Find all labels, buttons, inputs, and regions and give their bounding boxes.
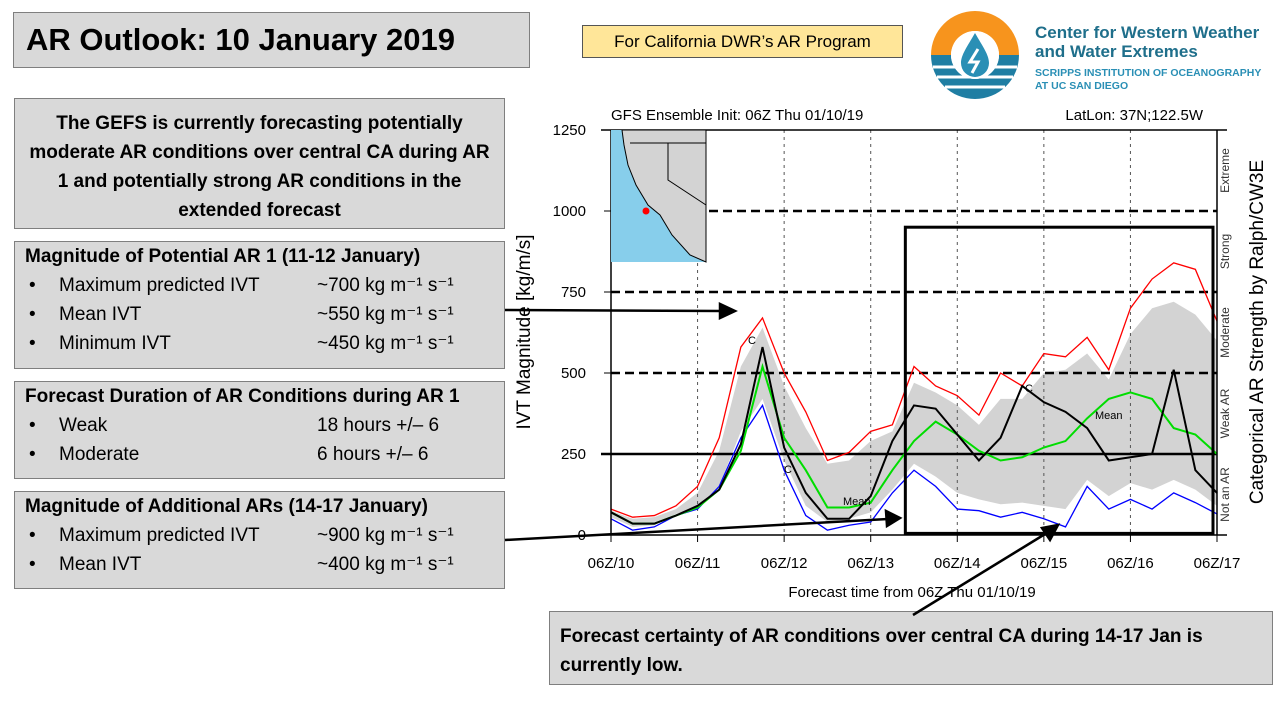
program-tag: For California DWR’s AR Program: [582, 25, 903, 58]
ar1-magnitude-section: Magnitude of Potential AR 1 (11-12 Janua…: [14, 241, 505, 369]
location-inset-map: [611, 129, 707, 263]
x-tick-label: 06Z/12: [761, 555, 808, 572]
y-tick-label: 750: [561, 284, 586, 301]
arrow-to-extended-box: [504, 517, 889, 542]
x-tick-label: 06Z/16: [1107, 555, 1154, 572]
series-control: [610, 346, 1218, 525]
category-label: Weak AR: [1218, 388, 1232, 438]
right-axis-label: Categorical AR Strength by Ralph/CW3E: [1247, 160, 1268, 504]
extended-forecast-box: [903, 225, 1215, 535]
logo-line3: SCRIPPS INSTITUTION OF OCEANOGRAPHY: [1035, 67, 1262, 79]
y-tick-label: 250: [561, 446, 586, 463]
x-tick-label: 06Z/15: [1021, 555, 1068, 572]
x-axis-label: Forecast time from 06Z Thu 01/10/19: [788, 584, 1035, 601]
list-item: • Maximum predicted IVT ~700 kg m⁻¹ s⁻¹: [29, 274, 454, 297]
list-item: • Mean IVT ~550 kg m⁻¹ s⁻¹: [29, 303, 454, 326]
y-tick-label: 500: [561, 365, 586, 382]
logo-emblem-icon: [931, 11, 1019, 99]
mean-label: Mean: [1095, 410, 1123, 422]
list-item: • Mean IVT ~400 kg m⁻¹ s⁻¹: [29, 553, 454, 576]
series-maximum: [610, 262, 1218, 518]
y-tick-label: 0: [578, 527, 586, 544]
logo-line1: Center for Western Weather: [1035, 23, 1260, 42]
section-heading: Magnitude of Potential AR 1 (11-12 Janua…: [25, 246, 421, 267]
y-tick-label: 1000: [553, 203, 586, 220]
category-label: Moderate: [1218, 307, 1232, 358]
list-item: • Moderate 6 hours +/– 6: [29, 443, 429, 465]
section-heading: Forecast Duration of AR Conditions durin…: [25, 386, 460, 407]
arrow-to-ar1-peak: [504, 308, 723, 313]
control-label: C: [1025, 383, 1033, 395]
location-marker-icon: [642, 207, 650, 215]
x-tick-label: 06Z/10: [588, 555, 635, 572]
series-minimum: [610, 403, 1218, 531]
summary-box: The GEFS is currently forecasting potent…: [14, 98, 505, 229]
category-label: Extreme: [1218, 148, 1232, 193]
x-tick-label: 06Z/17: [1194, 555, 1241, 572]
control-label: C: [784, 464, 792, 476]
ensemble-spread-band: [611, 301, 1217, 527]
section-heading: Magnitude of Additional ARs (14-17 Janua…: [25, 496, 428, 517]
arrow-from-note: [912, 529, 1051, 617]
ar1-duration-section: Forecast Duration of AR Conditions durin…: [14, 381, 505, 479]
list-item: • Maximum predicted IVT ~900 kg m⁻¹ s⁻¹: [29, 524, 454, 547]
mean-label: Mean: [843, 496, 871, 508]
additional-ars-section: Magnitude of Additional ARs (14-17 Janua…: [14, 491, 505, 589]
x-tick-label: 06Z/13: [847, 555, 894, 572]
certainty-note: Forecast certainty of AR conditions over…: [549, 611, 1273, 685]
category-label: Strong: [1218, 234, 1232, 269]
chart-title: GFS Ensemble Init: 06Z Thu 01/10/19: [611, 107, 863, 124]
x-tick-label: 06Z/11: [675, 555, 721, 572]
control-label: C: [748, 335, 756, 347]
logo-line4: AT UC SAN DIEGO: [1035, 80, 1129, 92]
category-label: Not an AR: [1218, 467, 1232, 522]
logo-line2: and Water Extremes: [1035, 42, 1198, 61]
series-mean: [610, 362, 1218, 525]
y-axis-label: IVT Magnitude [kg/m/s]: [514, 234, 535, 429]
y-tick-label: 1250: [553, 122, 586, 139]
list-item: • Weak 18 hours +/– 6: [29, 414, 440, 436]
cw3e-logo: Center for Western Weather and Water Extr…: [925, 5, 1275, 107]
list-item: • Minimum IVT ~450 kg m⁻¹ s⁻¹: [29, 332, 454, 355]
slide-title: AR Outlook: 10 January 2019: [13, 12, 530, 68]
x-tick-label: 06Z/14: [934, 555, 981, 572]
chart-location: LatLon: 37N;122.5W: [1065, 107, 1203, 124]
